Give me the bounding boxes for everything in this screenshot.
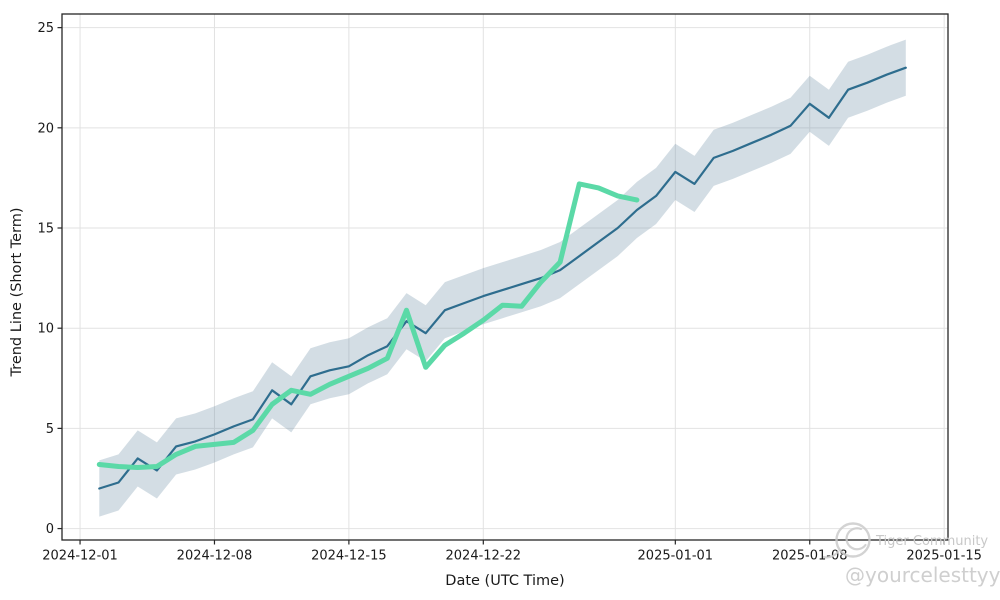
watermark-community-text: Tiger Community [876,534,989,549]
x-tick-label: 2025-01-08 [772,549,848,564]
watermark-logo-circle [835,522,871,558]
y-tick-label: 25 [37,21,54,36]
watermark-handle-text: @yourcelesttyy [845,563,1000,587]
y-tick-label: 15 [37,222,54,237]
y-tick-label: 0 [46,522,54,537]
tick-group: 2024-12-01 2024-12-08 2024-12-15 2024-12-22… [37,21,981,563]
x-tick-label: 2025-01-15 [906,549,982,564]
x-tick-label: 2024-12-01 [42,549,118,564]
x-tick-label: 2024-12-22 [446,549,522,564]
grid-lines [62,14,948,540]
series-trend-line [98,66,907,490]
x-tick-label: 2024-12-15 [311,549,387,564]
y-tick-label: 20 [37,121,54,136]
series-actual-line [96,181,640,470]
plot-border [61,13,949,541]
confidence-band [99,39,906,517]
y-tick-label: 5 [46,422,54,437]
x-tick-label: 2025-01-01 [638,549,714,564]
y-axis-label: Trend Line (Short Term) [9,207,25,377]
watermark-logo [822,522,871,559]
y-tick-label: 10 [37,322,54,337]
x-tick-label: 2024-12-08 [177,549,253,564]
x-axis-label: Date (UTC Time) [445,573,565,589]
watermark-logo-swirl [822,527,867,559]
